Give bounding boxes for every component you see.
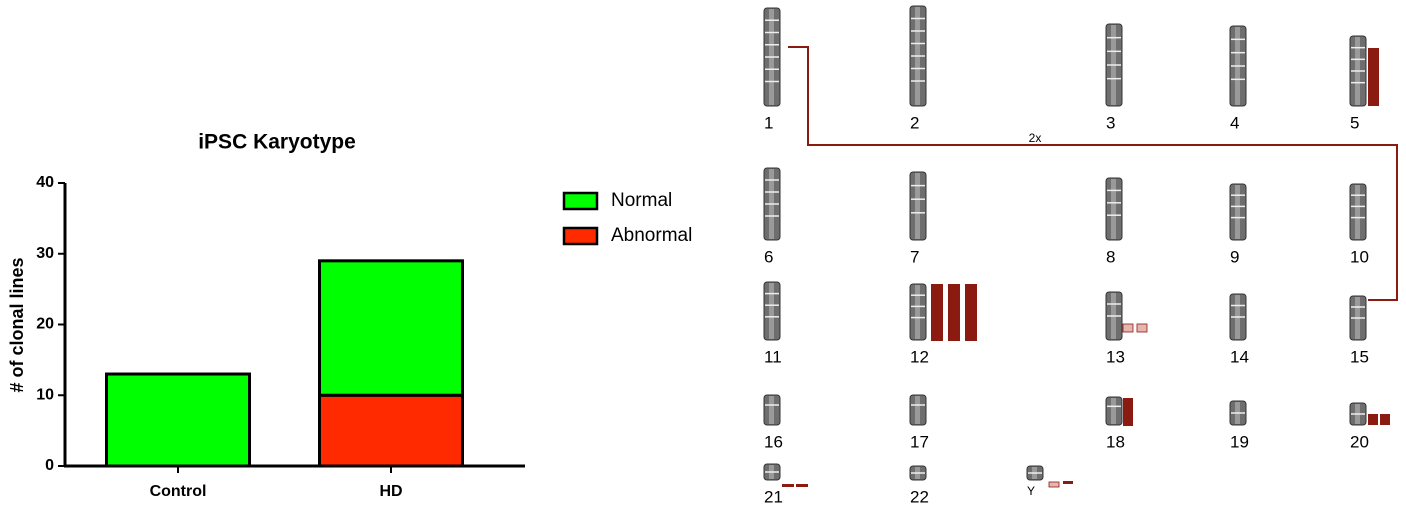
chromosome-label: 6 — [764, 247, 773, 266]
chromosome-label: 13 — [1106, 347, 1125, 366]
bar-segment — [320, 395, 463, 466]
chromosome-label: 4 — [1230, 113, 1239, 132]
chromosome-label: 18 — [1106, 432, 1125, 451]
legend-swatch — [564, 193, 597, 209]
link-line — [788, 47, 1397, 300]
chromosome-shade — [1235, 185, 1240, 239]
chromosome-label: 3 — [1106, 113, 1115, 132]
chromosome-label: 12 — [910, 347, 929, 366]
chromosome-shade — [915, 285, 920, 339]
x-tick-label: Control — [150, 483, 207, 500]
bar-segment — [320, 261, 463, 395]
chromosome-shade — [915, 396, 920, 424]
abnormality-marks — [782, 48, 1390, 487]
chromosome-shade — [915, 173, 920, 239]
chromosome-label: 2 — [910, 113, 919, 132]
chart-title: iPSC Karyotype — [198, 131, 356, 154]
y-axis-label: # of clonal lines — [7, 257, 27, 392]
legend-swatch — [564, 228, 597, 244]
bar-segment — [107, 374, 250, 466]
chromosome-label: Y — [1027, 484, 1035, 498]
chromosome-label: 8 — [1106, 247, 1115, 266]
chromosome-shade — [1111, 398, 1116, 424]
y-tick-label: 40 — [36, 174, 54, 191]
chromosome-label: 14 — [1230, 347, 1249, 366]
y-tick-label: 0 — [45, 457, 54, 474]
chromosome-label: 20 — [1350, 432, 1369, 451]
chromosome-label: 9 — [1230, 247, 1239, 266]
chromosome-label: 22 — [910, 487, 929, 506]
chromosome-shade — [769, 283, 774, 339]
y-tick-label: 10 — [36, 386, 54, 403]
chromosome-shade — [1111, 179, 1116, 239]
chromosome-label: 17 — [910, 432, 929, 451]
chromosome-label: 10 — [1350, 247, 1369, 266]
legend-label: Normal — [611, 190, 672, 211]
chromosome-label: 21 — [764, 487, 783, 506]
chromosome-label: 11 — [764, 347, 782, 366]
chromosome-label: 15 — [1350, 347, 1369, 366]
chromosome-shade — [1355, 185, 1360, 239]
y-tick-label: 20 — [36, 316, 54, 333]
legend-label: Abnormal — [611, 225, 692, 246]
chromosome-label: 19 — [1230, 432, 1249, 451]
chromosome-label: 5 — [1350, 113, 1359, 132]
y-tick-label: 30 — [36, 245, 54, 262]
page: iPSC Karyotype # of clonal lines 2x 0 10 2… — [0, 0, 1406, 510]
chromosome-label: 16 — [764, 432, 783, 451]
link-label: 2x — [1029, 131, 1042, 145]
chromosome-label: 7 — [910, 247, 919, 266]
x-tick-label: HD — [379, 483, 402, 500]
chromosome-shade — [769, 396, 774, 424]
chromosome-label: 1 — [764, 113, 773, 132]
